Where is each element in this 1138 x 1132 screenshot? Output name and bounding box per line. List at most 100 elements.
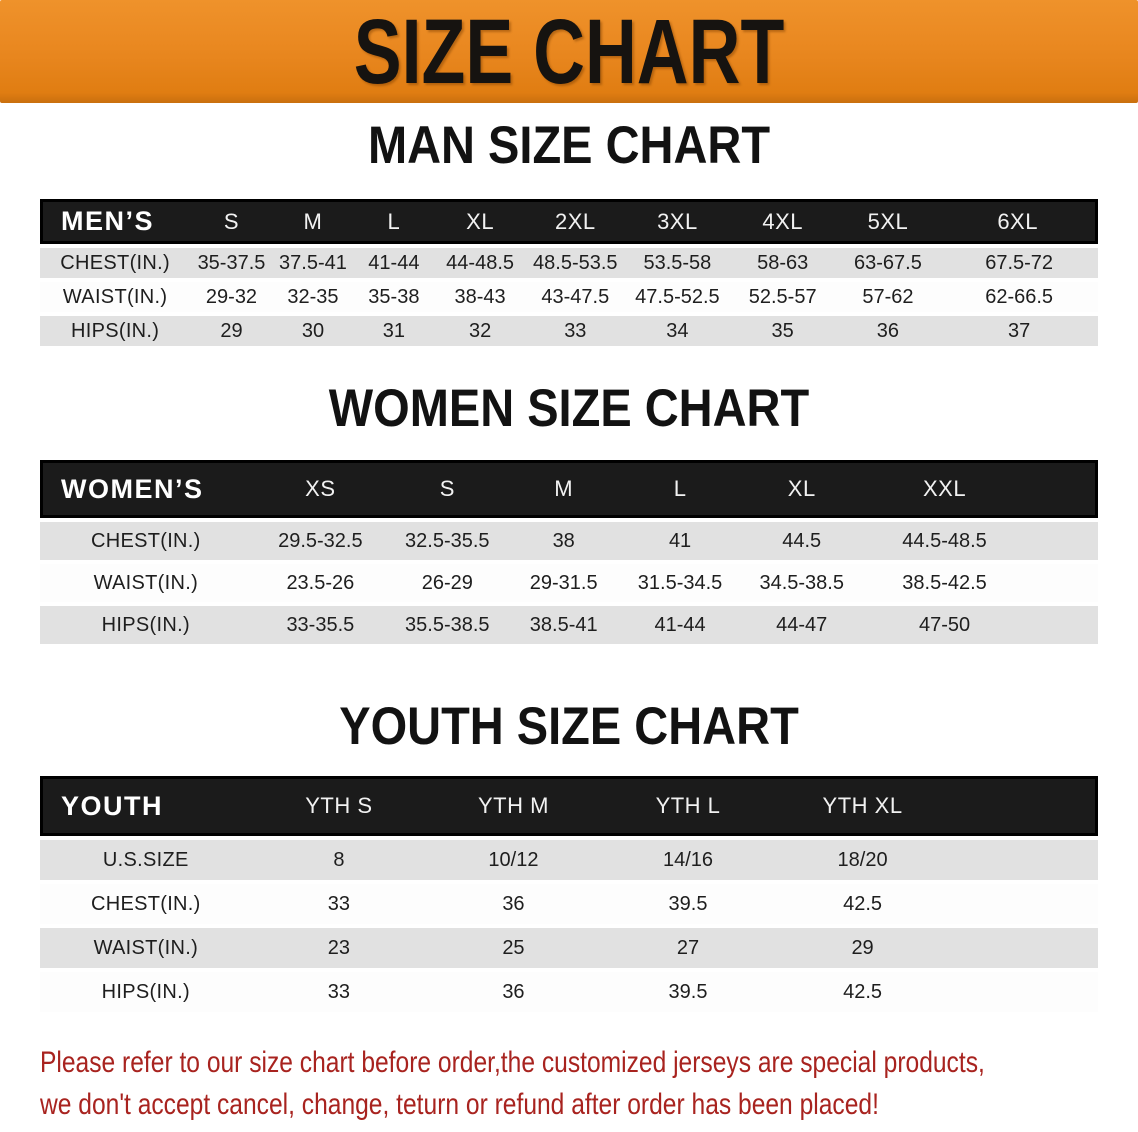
section-title-women: WOMEN SIZE CHART xyxy=(328,377,810,438)
size-value: 34.5-38.5 xyxy=(738,564,866,602)
table-row: CHEST(IN.) 29.5-32.5 32.5-35.5 38 41 44.5 44.5… xyxy=(40,522,1098,560)
footer-line-2: we don't accept cancel, change, teturn o… xyxy=(40,1088,879,1121)
size-value: 18/20 xyxy=(775,840,950,880)
spacer-cell xyxy=(1023,564,1098,602)
spacer-cell xyxy=(949,840,1098,880)
size-value: 32 xyxy=(434,316,526,346)
table-header-row: MEN’S S M L XL 2XL 3XL 4XL 5XL 6XL xyxy=(40,199,1098,244)
size-value: 31 xyxy=(353,316,435,346)
column-header: S xyxy=(389,460,506,518)
size-value: 41-44 xyxy=(353,248,435,278)
size-value: 29-32 xyxy=(190,282,273,312)
size-value: 35 xyxy=(729,316,836,346)
column-header: YTH XL xyxy=(775,776,950,836)
size-value: 36 xyxy=(835,316,941,346)
column-header: S xyxy=(190,199,273,244)
size-value: 30 xyxy=(272,316,354,346)
size-value: 37 xyxy=(940,316,1098,346)
column-header: 6XL xyxy=(940,199,1098,244)
size-value: 36 xyxy=(426,884,601,924)
size-value: 29-31.5 xyxy=(505,564,622,602)
size-value: 38 xyxy=(505,522,622,560)
size-value: 32.5-35.5 xyxy=(389,522,506,560)
table-row: U.S.SIZE 8 10/12 14/16 18/20 xyxy=(40,840,1098,880)
size-charts: MAN SIZE CHART MEN’S S M L XL 2XL 3XL 4XL 5XL 6XL… xyxy=(0,114,1138,1016)
size-value: 8 xyxy=(251,840,427,880)
size-value: 26-29 xyxy=(389,564,506,602)
column-header: M xyxy=(505,460,622,518)
row-label: HIPS(IN.) xyxy=(40,316,191,346)
size-value: 63-67.5 xyxy=(835,248,941,278)
size-value: 41 xyxy=(621,522,739,560)
size-value: 42.5 xyxy=(775,884,950,924)
banner-title: SIZE CHART xyxy=(353,0,785,103)
size-value: 42.5 xyxy=(775,972,950,1012)
table-header-label: MEN’S xyxy=(40,199,191,244)
row-label: CHEST(IN.) xyxy=(40,522,252,560)
size-value: 44.5-48.5 xyxy=(865,522,1024,560)
size-value: 58-63 xyxy=(729,248,836,278)
size-value: 47.5-52.5 xyxy=(625,282,730,312)
size-value: 10/12 xyxy=(426,840,601,880)
size-value: 14/16 xyxy=(600,840,776,880)
size-value: 39.5 xyxy=(600,972,776,1012)
table-row: WAIST(IN.) 23 25 27 29 xyxy=(40,928,1098,968)
size-value: 48.5-53.5 xyxy=(525,248,626,278)
size-value: 23 xyxy=(251,928,427,968)
column-header: YTH L xyxy=(600,776,776,836)
size-value: 25 xyxy=(426,928,601,968)
size-value: 38.5-41 xyxy=(505,606,622,644)
spacer-cell xyxy=(1023,606,1098,644)
women-size-table: WOMEN’S XS S M L XL XXL CHEST(IN.) 29.5-32.5 32.5… xyxy=(40,456,1098,648)
row-label: HIPS(IN.) xyxy=(40,606,252,644)
size-value: 36 xyxy=(426,972,601,1012)
spacer-cell xyxy=(949,928,1098,968)
size-value: 38.5-42.5 xyxy=(865,564,1024,602)
men-size-table: MEN’S S M L XL 2XL 3XL 4XL 5XL 6XL CHEST(IN.) 35-37… xyxy=(40,195,1098,350)
size-value: 34 xyxy=(625,316,730,346)
table-header-row: WOMEN’S XS S M L XL XXL xyxy=(40,460,1098,518)
size-value: 33 xyxy=(251,884,427,924)
footer-line-1: Please refer to our size chart before or… xyxy=(40,1046,985,1079)
table-row: HIPS(IN.) 29 30 31 32 33 34 35 36 37 xyxy=(40,316,1098,346)
column-header: 3XL xyxy=(625,199,730,244)
row-label: WAIST(IN.) xyxy=(40,282,191,312)
spacer-cell xyxy=(949,776,1098,836)
size-value: 38-43 xyxy=(434,282,526,312)
size-value: 39.5 xyxy=(600,884,776,924)
size-value: 62-66.5 xyxy=(940,282,1098,312)
column-header: YTH S xyxy=(251,776,427,836)
spacer-cell xyxy=(1023,522,1098,560)
size-value: 33 xyxy=(525,316,626,346)
size-value: 44-47 xyxy=(738,606,866,644)
table-row: WAIST(IN.) 23.5-26 26-29 29-31.5 31.5-34.5 34… xyxy=(40,564,1098,602)
table-header-row: YOUTH YTH S YTH M YTH L YTH XL xyxy=(40,776,1098,836)
section-title-men: MAN SIZE CHART xyxy=(367,114,771,175)
youth-size-table: YOUTH YTH S YTH M YTH L YTH XL U.S.SIZE 8 10/12… xyxy=(40,772,1098,1016)
section-title-youth: YOUTH SIZE CHART xyxy=(339,695,799,756)
row-label: WAIST(IN.) xyxy=(40,928,252,968)
row-label: U.S.SIZE xyxy=(40,840,252,880)
column-header: XL xyxy=(434,199,526,244)
row-label: WAIST(IN.) xyxy=(40,564,252,602)
table-row: HIPS(IN.) 33-35.5 35.5-38.5 38.5-41 41-44 44-… xyxy=(40,606,1098,644)
size-value: 47-50 xyxy=(865,606,1024,644)
row-label: CHEST(IN.) xyxy=(40,248,191,278)
size-value: 33-35.5 xyxy=(251,606,390,644)
size-value: 23.5-26 xyxy=(251,564,390,602)
table-row: HIPS(IN.) 33 36 39.5 42.5 xyxy=(40,972,1098,1012)
table-header-label: WOMEN’S xyxy=(40,460,252,518)
size-value: 35-37.5 xyxy=(190,248,273,278)
table-row: WAIST(IN.) 29-32 32-35 35-38 38-43 43-47.5 47.… xyxy=(40,282,1098,312)
column-header: L xyxy=(621,460,739,518)
footer-note: Please refer to our size chart before or… xyxy=(40,1042,1122,1126)
size-value: 35-38 xyxy=(353,282,435,312)
size-value: 41-44 xyxy=(621,606,739,644)
table-row: CHEST(IN.) 35-37.5 37.5-41 41-44 44-48.5 48.5… xyxy=(40,248,1098,278)
banner: SIZE CHART xyxy=(0,0,1138,103)
column-header: 2XL xyxy=(525,199,626,244)
row-label: HIPS(IN.) xyxy=(40,972,252,1012)
size-value: 29 xyxy=(775,928,950,968)
table-row: CHEST(IN.) 33 36 39.5 42.5 xyxy=(40,884,1098,924)
size-value: 44-48.5 xyxy=(434,248,526,278)
